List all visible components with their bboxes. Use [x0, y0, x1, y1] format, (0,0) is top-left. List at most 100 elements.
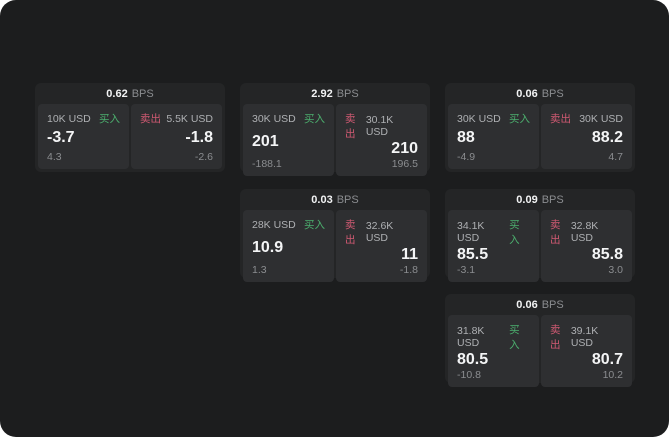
- sell-price: 11: [401, 246, 418, 263]
- buy-price: 88: [457, 129, 475, 147]
- quote-card: 0.06 BPS 30K USD 买入 88 -4.9 卖出 30K USD 8…: [445, 83, 635, 172]
- quote-panels: 34.1K USD 买入 85.5 -3.1 卖出 32.8K USD 85.8…: [445, 210, 635, 285]
- card-header: 2.92 BPS: [240, 83, 430, 104]
- bps-value: 2.92: [311, 87, 333, 100]
- card-header: 0.09 BPS: [445, 189, 635, 210]
- sell-amount-label: 39.1K USD: [570, 325, 599, 349]
- sell-amount-label: 5.5K USD: [166, 112, 213, 125]
- sell-panel-top: 卖出 32.8K USD: [550, 217, 623, 247]
- buy-panel-top: 31.8K USD 买入: [457, 322, 530, 352]
- sell-panel-top: 卖出 32.6K USD: [345, 217, 418, 247]
- buy-side-label: 买入: [509, 219, 520, 246]
- quote-card: 0.06 BPS 31.8K USD 买入 80.5 -10.8 卖出 39.1…: [445, 294, 635, 387]
- sell-amount-label: 32.6K USD: [365, 220, 394, 244]
- bps-unit-label: BPS: [336, 87, 359, 100]
- buy-side-label: 买入: [509, 324, 520, 351]
- sell-side-label: 卖出: [140, 113, 161, 125]
- sell-price: 80.7: [591, 351, 623, 368]
- bps-unit-label: BPS: [541, 87, 564, 100]
- buy-amount-label: 30K USD: [252, 112, 296, 125]
- card-header: 0.03 BPS: [240, 189, 430, 210]
- buy-panel[interactable]: 31.8K USD 买入 80.5 -10.8: [448, 315, 539, 387]
- bps-unit-label: BPS: [541, 193, 564, 206]
- buy-side-label: 买入: [509, 113, 530, 125]
- sell-amount-label: 30K USD: [579, 112, 623, 125]
- buy-panel[interactable]: 30K USD 买入 201 -188.1: [243, 104, 334, 176]
- sell-delta: -1.8: [399, 263, 418, 276]
- buy-amount-label: 31.8K USD: [457, 325, 485, 349]
- sell-delta: 4.7: [608, 150, 623, 163]
- sell-panel-top: 卖出 39.1K USD: [550, 322, 623, 352]
- sell-panel[interactable]: 卖出 5.5K USD -1.8 -2.6: [131, 104, 222, 169]
- sell-delta: 10.2: [602, 368, 623, 381]
- sell-panel[interactable]: 卖出 30.1K USD 210 196.5: [336, 104, 427, 176]
- sell-delta: 196.5: [391, 157, 418, 170]
- quote-panels: 30K USD 买入 88 -4.9 卖出 30K USD 88.2 4.7: [445, 104, 635, 172]
- sell-side-label: 卖出: [550, 113, 571, 125]
- buy-panel-top: 34.1K USD 买入: [457, 217, 530, 247]
- card-header: 0.62 BPS: [35, 83, 225, 104]
- buy-delta: -4.9: [457, 150, 476, 163]
- quote-panels: 10K USD 买入 -3.7 4.3 卖出 5.5K USD -1.8 -2.…: [35, 104, 225, 172]
- buy-delta: -188.1: [252, 157, 282, 170]
- buy-amount-label: 30K USD: [457, 112, 501, 125]
- buy-price: 80.5: [457, 351, 489, 368]
- quote-card: 2.92 BPS 30K USD 买入 201 -188.1 卖出 30.1K …: [240, 83, 430, 176]
- bps-value: 0.62: [106, 87, 128, 100]
- quote-panels: 31.8K USD 买入 80.5 -10.8 卖出 39.1K USD 80.…: [445, 315, 635, 390]
- sell-panel-top: 卖出 5.5K USD: [140, 111, 213, 126]
- buy-price: 201: [252, 132, 279, 150]
- buy-side-label: 买入: [304, 113, 325, 125]
- buy-price: 85.5: [457, 246, 489, 263]
- sell-panel[interactable]: 卖出 39.1K USD 80.7 10.2: [541, 315, 632, 387]
- bps-value: 0.06: [516, 87, 538, 100]
- card-header: 0.06 BPS: [445, 83, 635, 104]
- quote-card: 0.09 BPS 34.1K USD 买入 85.5 -3.1 卖出 32.8K…: [445, 189, 635, 282]
- quote-panels: 28K USD 买入 10.9 1.3 卖出 32.6K USD 11 -1.8: [240, 210, 430, 285]
- quote-card: 0.62 BPS 10K USD 买入 -3.7 4.3 卖出 5.5K USD…: [35, 83, 225, 172]
- buy-delta: -10.8: [457, 368, 481, 381]
- sell-amount-label: 32.8K USD: [570, 220, 599, 244]
- bps-value: 0.06: [516, 298, 538, 311]
- sell-price: -1.8: [185, 129, 213, 147]
- buy-amount-label: 10K USD: [47, 112, 91, 125]
- buy-delta: 1.3: [252, 263, 267, 276]
- bps-unit-label: BPS: [336, 193, 359, 206]
- bps-unit-label: BPS: [131, 87, 154, 100]
- buy-panel-top: 10K USD 买入: [47, 111, 120, 126]
- buy-side-label: 买入: [304, 219, 325, 231]
- bps-value: 0.03: [311, 193, 333, 206]
- sell-amount-label: 30.1K USD: [365, 114, 394, 138]
- sell-panel[interactable]: 卖出 32.6K USD 11 -1.8: [336, 210, 427, 282]
- sell-panel[interactable]: 卖出 30K USD 88.2 4.7: [541, 104, 632, 169]
- quote-card: 0.03 BPS 28K USD 买入 10.9 1.3 卖出 32.6K US…: [240, 189, 430, 282]
- sell-delta: -2.6: [194, 150, 213, 163]
- sell-panel-top: 卖出 30.1K USD: [345, 111, 418, 141]
- buy-panel-top: 28K USD 买入: [252, 217, 325, 232]
- sell-side-label: 卖出: [550, 324, 561, 351]
- bps-unit-label: BPS: [541, 298, 564, 311]
- sell-side-label: 卖出: [345, 113, 356, 140]
- sell-panel-top: 卖出 30K USD: [550, 111, 623, 126]
- buy-panel-top: 30K USD 买入: [252, 111, 325, 126]
- buy-price: -3.7: [47, 129, 75, 147]
- buy-panel[interactable]: 10K USD 买入 -3.7 4.3: [38, 104, 129, 169]
- sell-side-label: 卖出: [550, 219, 561, 246]
- quote-panels: 30K USD 买入 201 -188.1 卖出 30.1K USD 210 1…: [240, 104, 430, 179]
- buy-price: 10.9: [252, 238, 284, 256]
- sell-side-label: 卖出: [345, 219, 356, 246]
- buy-amount-label: 28K USD: [252, 218, 296, 231]
- sell-panel[interactable]: 卖出 32.8K USD 85.8 3.0: [541, 210, 632, 282]
- buy-panel-top: 30K USD 买入: [457, 111, 530, 126]
- buy-amount-label: 34.1K USD: [457, 220, 485, 244]
- card-header: 0.06 BPS: [445, 294, 635, 315]
- sell-price: 88.2: [591, 129, 623, 147]
- sell-delta: 3.0: [608, 263, 623, 276]
- buy-panel[interactable]: 30K USD 买入 88 -4.9: [448, 104, 539, 169]
- buy-panel[interactable]: 28K USD 买入 10.9 1.3: [243, 210, 334, 282]
- buy-panel[interactable]: 34.1K USD 买入 85.5 -3.1: [448, 210, 539, 282]
- sell-price: 85.8: [591, 246, 623, 263]
- buy-side-label: 买入: [99, 113, 120, 125]
- buy-delta: 4.3: [47, 150, 62, 163]
